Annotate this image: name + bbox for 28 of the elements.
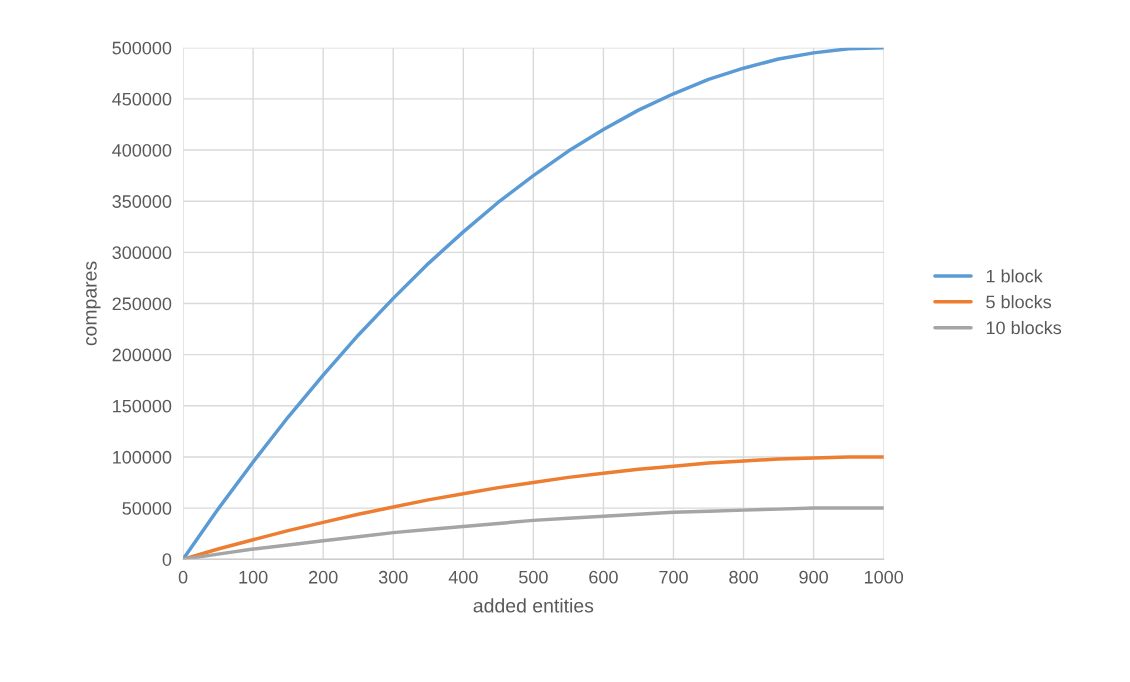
x-tick-label: 100 (239, 570, 268, 584)
y-axis-title: compares (86, 261, 101, 346)
x-tick-label: 0 (178, 570, 188, 584)
x-tick-label: 700 (659, 570, 688, 584)
x-tick-label: 500 (519, 570, 548, 584)
y-tick-label: 200000 (112, 348, 172, 362)
line-series (183, 47, 884, 560)
y-tick-label: 400000 (112, 143, 172, 157)
y-tick-label: 0 (162, 553, 172, 566)
x-axis-title: added entities (473, 598, 594, 613)
x-tick-label: 900 (799, 570, 828, 584)
x-tick-label: 600 (589, 570, 618, 584)
x-tick-label: 800 (729, 570, 758, 584)
y-tick-label: 50000 (122, 502, 172, 515)
y-tick-label: 150000 (113, 399, 172, 413)
legend-label: 10 blocks (986, 320, 1062, 335)
y-tick-label: 350000 (112, 195, 172, 208)
y-tick-label: 300000 (112, 246, 172, 260)
y-tick-label: 250000 (112, 297, 172, 311)
x-tick-label: 200 (309, 570, 338, 584)
x-tick-label: 300 (378, 570, 408, 584)
legend-label: 1 block (986, 269, 1043, 283)
y-tick-label: 500000 (112, 41, 172, 55)
x-tick-label: 1000 (864, 570, 904, 584)
y-tick-label: 450000 (112, 92, 172, 106)
y-tick-label: 100000 (113, 450, 172, 464)
legend-label: 5 blocks (986, 295, 1052, 309)
x-tick-label: 400 (448, 570, 478, 584)
